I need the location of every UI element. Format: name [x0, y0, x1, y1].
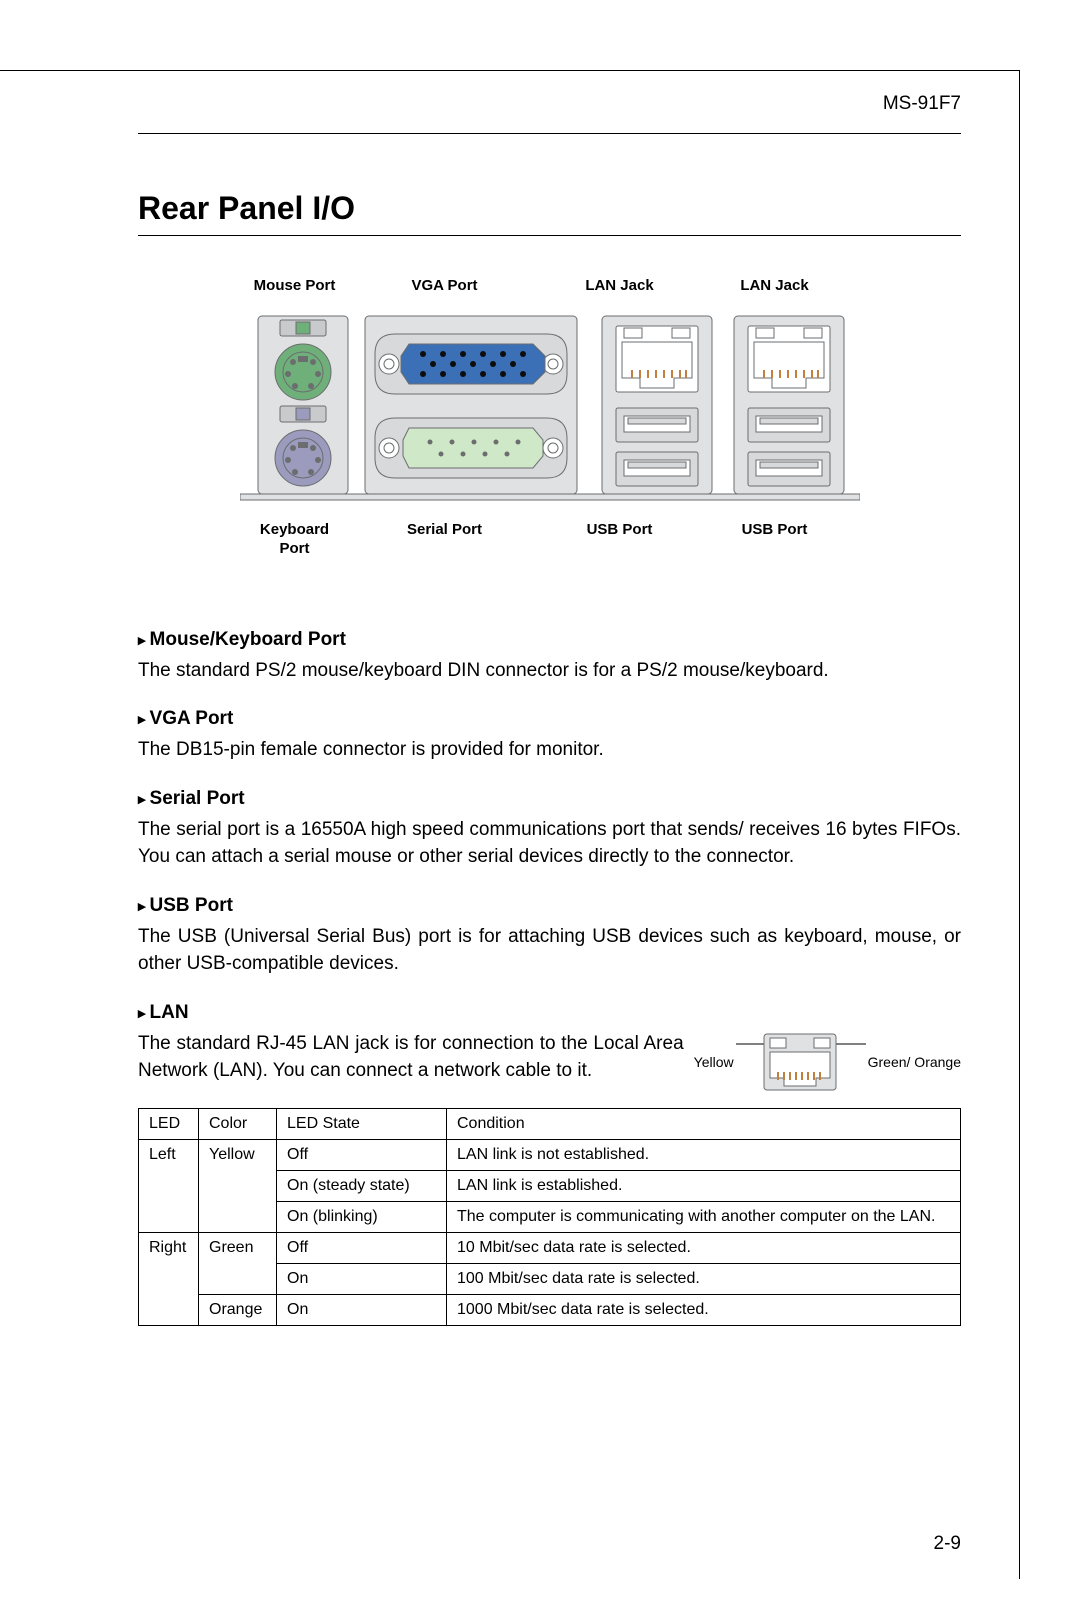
table-row: Orange On 1000 Mbit/sec data rate is sel…: [139, 1294, 961, 1325]
serial-section: ▸Serial Port The serial port is a 16550A…: [138, 788, 961, 871]
table-cell: Orange: [199, 1294, 277, 1325]
heading-text: Serial Port: [150, 788, 245, 809]
arrow-icon: ▸: [138, 711, 146, 728]
diagram-label: USB Port: [540, 520, 700, 559]
table-cell: On (blinking): [277, 1201, 447, 1232]
table-cell: 10 Mbit/sec data rate is selected.: [447, 1232, 961, 1263]
table-cell: 1000 Mbit/sec data rate is selected.: [447, 1294, 961, 1325]
mouse-keyboard-section: ▸Mouse/Keyboard Port The standard PS/2 m…: [138, 629, 961, 685]
diagram-label: VGA Port: [350, 276, 540, 296]
diagram-label: Serial Port: [350, 520, 540, 559]
table-cell: LED: [139, 1108, 199, 1139]
arrow-icon: ▸: [138, 791, 146, 808]
diagram-label: Mouse Port: [240, 276, 350, 296]
table-cell: Right: [139, 1232, 199, 1325]
lan-body: The standard RJ-45 LAN jack is for conne…: [138, 1030, 684, 1085]
section-heading: ▸Mouse/Keyboard Port: [138, 629, 961, 651]
section-body: The standard PS/2 mouse/keyboard DIN con…: [138, 657, 961, 685]
page-number: 2-9: [934, 1533, 961, 1555]
table-row: Right Green Off 10 Mbit/sec data rate is…: [139, 1232, 961, 1263]
table-cell: Off: [277, 1232, 447, 1263]
table-cell: On: [277, 1294, 447, 1325]
diagram-labels-top: Mouse Port VGA Port LAN Jack LAN Jack: [240, 276, 860, 296]
lan-yellow-label: Yellow: [694, 1054, 734, 1070]
table-cell: Color: [199, 1108, 277, 1139]
section-body: The USB (Universal Serial Bus) port is f…: [138, 923, 961, 978]
table-cell: Yellow: [199, 1139, 277, 1232]
lan-green-orange-label: Green/ Orange: [868, 1054, 961, 1070]
lan-led-figure: Yellow Green/ Orange: [694, 1030, 961, 1094]
section-heading: ▸Serial Port: [138, 788, 961, 810]
diagram-label: Keyboard Port: [240, 520, 350, 559]
table-cell: Left: [139, 1139, 199, 1232]
table-cell: LAN link is established.: [447, 1170, 961, 1201]
vga-section: ▸VGA Port The DB15-pin female connector …: [138, 708, 961, 764]
table-cell: On (steady state): [277, 1170, 447, 1201]
section-heading: ▸USB Port: [138, 895, 961, 917]
io-panel-svg: [240, 306, 860, 506]
diagram-label: LAN Jack: [540, 276, 700, 296]
diagram-label: LAN Jack: [700, 276, 850, 296]
section-heading: ▸LAN: [138, 1002, 961, 1024]
heading-text: LAN: [150, 1002, 189, 1023]
section-title: Rear Panel I/O: [138, 190, 961, 236]
led-table: LED Color LED State Condition Left Yello…: [138, 1108, 961, 1326]
diagram-labels-bottom: Keyboard Port Serial Port USB Port USB P…: [240, 520, 860, 559]
usb-section: ▸USB Port The USB (Universal Serial Bus)…: [138, 895, 961, 978]
table-cell: Condition: [447, 1108, 961, 1139]
heading-text: USB Port: [150, 895, 233, 916]
section-body: The serial port is a 16550A high speed c…: [138, 816, 961, 871]
section-heading: ▸VGA Port: [138, 708, 961, 730]
heading-text: VGA Port: [150, 708, 234, 729]
arrow-icon: ▸: [138, 632, 146, 649]
table-cell: 100 Mbit/sec data rate is selected.: [447, 1263, 961, 1294]
arrow-icon: ▸: [138, 1005, 146, 1022]
rear-panel-diagram: Mouse Port VGA Port LAN Jack LAN Jack: [240, 276, 860, 559]
table-cell: LAN link is not established.: [447, 1139, 961, 1170]
table-cell: Green: [199, 1232, 277, 1294]
page-frame: MS-91F7 Rear Panel I/O Mouse Port VGA Po…: [0, 70, 1020, 1579]
table-cell: Off: [277, 1139, 447, 1170]
arrow-icon: ▸: [138, 898, 146, 915]
heading-text: Mouse/Keyboard Port: [150, 629, 346, 650]
section-body: The DB15-pin female connector is provide…: [138, 736, 961, 764]
table-row: LED Color LED State Condition: [139, 1108, 961, 1139]
table-row: Left Yellow Off LAN link is not establis…: [139, 1139, 961, 1170]
rj45-icon: [736, 1030, 866, 1094]
lan-section: ▸LAN The standard RJ-45 LAN jack is for …: [138, 1002, 961, 1326]
table-cell: The computer is communicating with anoth…: [447, 1201, 961, 1232]
table-cell: On: [277, 1263, 447, 1294]
model-number: MS-91F7: [138, 93, 961, 134]
page-content: MS-91F7 Rear Panel I/O Mouse Port VGA Po…: [0, 71, 1019, 1326]
diagram-label: USB Port: [700, 520, 850, 559]
table-cell: LED State: [277, 1108, 447, 1139]
